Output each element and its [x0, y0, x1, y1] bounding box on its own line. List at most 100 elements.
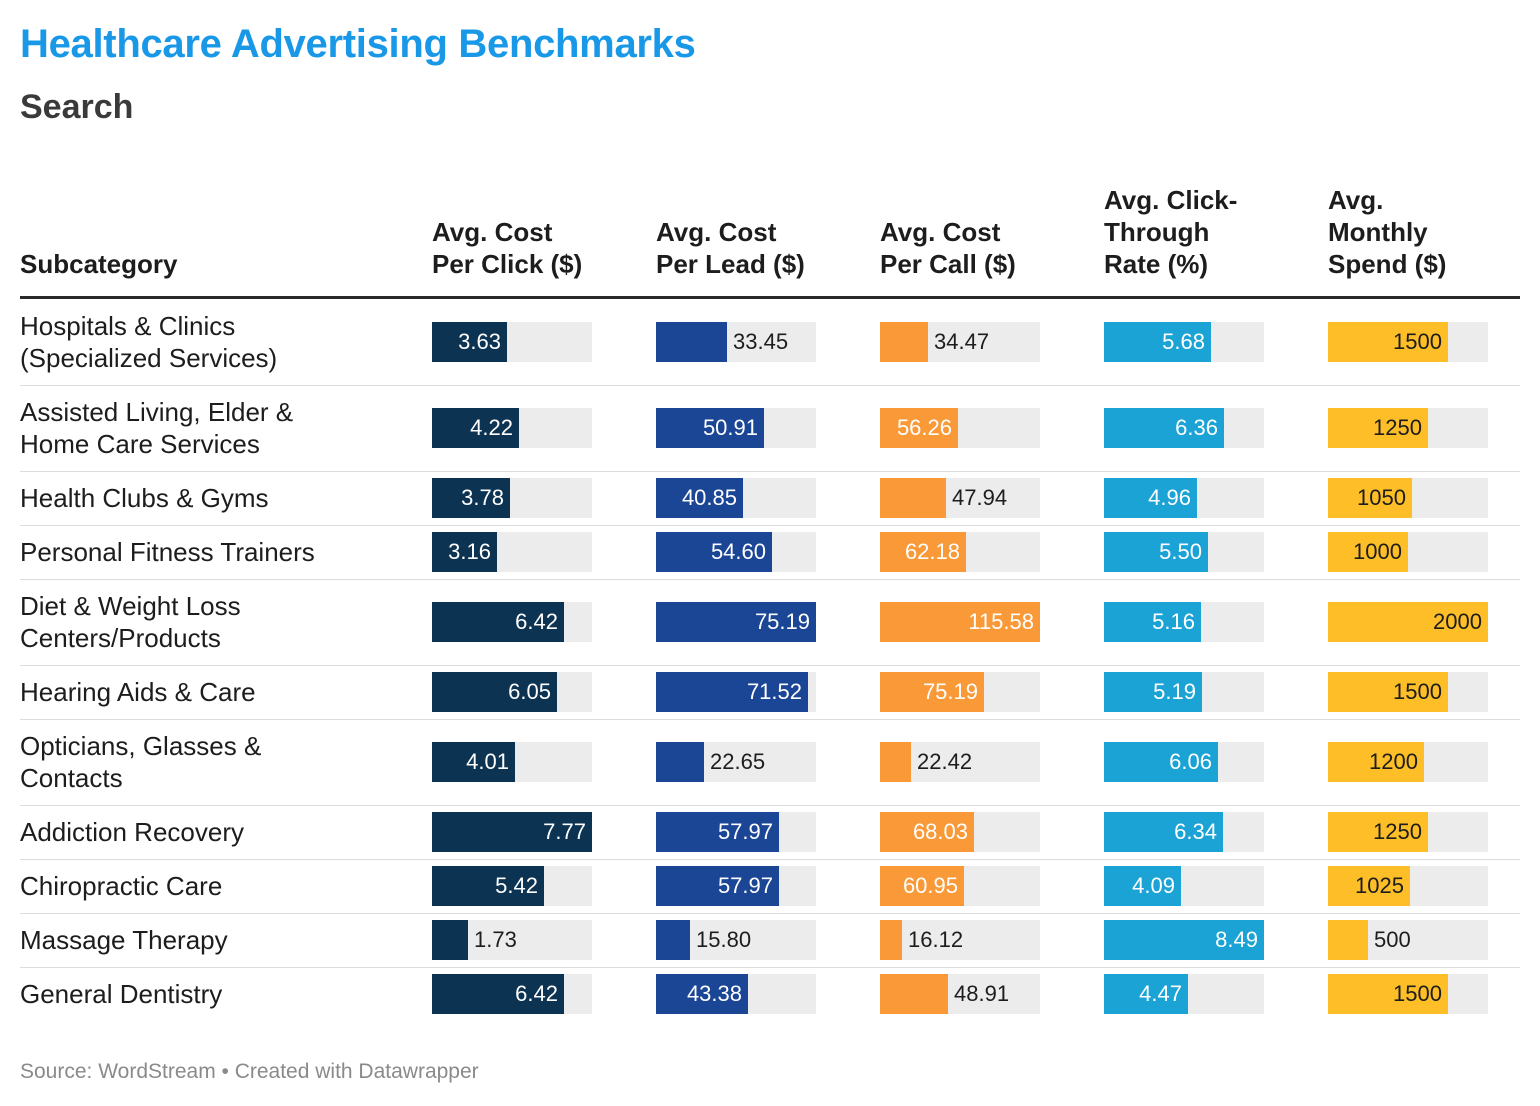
row-divider [20, 471, 1520, 472]
bar-ctr [1104, 532, 1208, 572]
bar-value-label: 500 [1374, 927, 1411, 952]
bar-cpcall [880, 322, 928, 362]
bar-value-label: 75.19 [754, 609, 810, 634]
bar-cpcall [880, 742, 911, 782]
bar-track: 1.73 [432, 920, 592, 960]
bar-cpl [656, 322, 727, 362]
column-header-cpc: Avg. Cost Per Click ($) [432, 217, 583, 279]
bar-value-label: 8.49 [1215, 927, 1258, 952]
bar-cpcall [880, 974, 948, 1014]
bar-value-label: 1050 [1357, 485, 1406, 510]
bar-value-label: 57.97 [717, 819, 773, 844]
bar-value-label: 1.73 [474, 927, 517, 952]
bar-spend [1328, 812, 1428, 852]
bar-track: 56.26 [880, 408, 1040, 448]
bar-value-label: 6.42 [515, 609, 558, 634]
bar-spend [1328, 478, 1412, 518]
row-divider [20, 579, 1520, 580]
bar-track: 3.63 [432, 322, 592, 362]
bar-cpcall [880, 532, 966, 572]
column-header-spend: Avg. Monthly Spend ($) [1328, 185, 1447, 279]
bar-cpcall [880, 812, 974, 852]
bar-track: 4.47 [1104, 974, 1264, 1014]
bar-cpc [432, 974, 564, 1014]
column-header-cpcall: Avg. Cost Per Call ($) [880, 217, 1016, 279]
bar-cpl [656, 532, 772, 572]
bar-value-label: 5.50 [1159, 539, 1202, 564]
bar-track: 60.95 [880, 866, 1040, 906]
bar-value-label: 1500 [1393, 329, 1442, 354]
bar-value-label: 57.97 [717, 873, 773, 898]
bar-track: 1000 [1328, 532, 1488, 572]
bar-value-label: 4.96 [1148, 485, 1191, 510]
bar-value-label: 50.91 [702, 415, 758, 440]
bar-cpc [432, 602, 564, 642]
bar-value-label: 40.85 [681, 485, 737, 510]
bar-track: 15.80 [656, 920, 816, 960]
bar-cpl [656, 866, 779, 906]
bar-track: 22.42 [880, 742, 1040, 782]
bar-cpcall [880, 602, 1040, 642]
bar-ctr [1104, 742, 1218, 782]
header-rule [20, 296, 1520, 299]
bar-spend [1328, 532, 1408, 572]
bar-value-label: 5.19 [1153, 679, 1196, 704]
bar-spend [1328, 866, 1410, 906]
bar-value-label: 6.36 [1175, 415, 1218, 440]
bar-track: 4.22 [432, 408, 592, 448]
row-divider [20, 665, 1520, 666]
row-label: Massage Therapy [20, 925, 228, 955]
bar-cpl [656, 478, 743, 518]
bar-track: 47.94 [880, 478, 1040, 518]
bar-ctr [1104, 920, 1264, 960]
bar-spend [1328, 602, 1488, 642]
bar-ctr [1104, 974, 1188, 1014]
bar-cpc [432, 478, 510, 518]
bar-ctr [1104, 322, 1211, 362]
bar-cpl [656, 408, 764, 448]
bar-ctr [1104, 478, 1197, 518]
bar-value-label: 22.65 [710, 749, 766, 774]
bar-cpl [656, 602, 816, 642]
row-label: Chiropractic Care [20, 871, 223, 901]
bar-cpc [432, 742, 515, 782]
bar-track: 71.52 [656, 672, 816, 712]
bar-track: 1250 [1328, 408, 1488, 448]
bar-cpl [656, 672, 808, 712]
row-label: Assisted Living, Elder & Home Care Servi… [20, 397, 294, 459]
bar-track: 57.97 [656, 812, 816, 852]
bar-value-label: 115.58 [968, 609, 1034, 634]
bar-track: 48.91 [880, 974, 1040, 1014]
bar-cpl [656, 812, 779, 852]
bar-spend [1328, 408, 1428, 448]
bar-value-label: 68.03 [912, 819, 968, 844]
bar-ctr [1104, 408, 1224, 448]
bar-value-label: 33.45 [733, 329, 789, 354]
bar-track: 1250 [1328, 812, 1488, 852]
bar-track: 1050 [1328, 478, 1488, 518]
row-divider [20, 859, 1520, 860]
bar-cpl [656, 920, 690, 960]
bar-track: 75.19 [880, 672, 1040, 712]
bar-value-label: 6.42 [515, 981, 558, 1006]
bar-track: 8.49 [1104, 920, 1264, 960]
bar-value-label: 4.09 [1132, 873, 1175, 898]
bar-cpl [656, 974, 748, 1014]
bar-value-label: 43.38 [686, 981, 742, 1006]
bar-track: 62.18 [880, 532, 1040, 572]
bar-value-label: 71.52 [746, 679, 802, 704]
bar-value-label: 22.42 [917, 749, 973, 774]
bar-track: 1500 [1328, 974, 1488, 1014]
row-divider [20, 913, 1520, 914]
bar-value-label: 1200 [1369, 749, 1418, 774]
bar-track: 4.96 [1104, 478, 1264, 518]
bar-value-label: 6.06 [1169, 749, 1212, 774]
bar-value-label: 6.34 [1174, 819, 1217, 844]
bar-cpc [432, 532, 497, 572]
bar-value-label: 4.22 [470, 415, 513, 440]
column-header-ctr: Avg. Click- Through Rate (%) [1104, 185, 1238, 279]
row-divider [20, 805, 1520, 806]
bar-cpc [432, 408, 519, 448]
bar-value-label: 7.77 [543, 819, 586, 844]
bar-track: 6.42 [432, 974, 592, 1014]
